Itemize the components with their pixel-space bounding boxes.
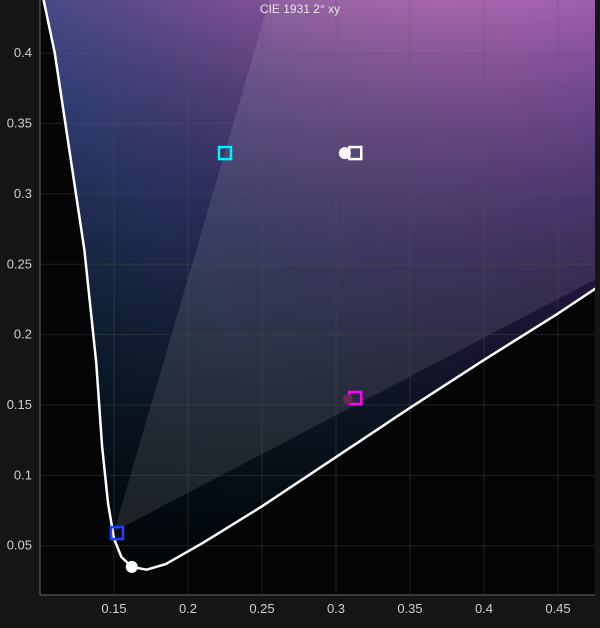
x-tick-label: 0.35 xyxy=(397,601,422,616)
y-tick-label: 0.3 xyxy=(14,186,32,201)
y-tick-label: 0.05 xyxy=(7,538,32,553)
x-tick-label: 0.3 xyxy=(327,601,345,616)
cie-chromaticity-chart: CIE 1931 2° xy 0.15 0.2 0.25 0.3 0.35 0.4 0.45… xyxy=(0,0,600,628)
x-tick-label: 0.2 xyxy=(179,601,197,616)
white-circle xyxy=(339,147,351,159)
chart-title: CIE 1931 2° xy xyxy=(0,2,600,16)
blue-circle xyxy=(126,561,138,573)
x-tick-label: 0.4 xyxy=(475,601,493,616)
y-tick-label: 0.1 xyxy=(14,467,32,482)
magenta-circle xyxy=(343,394,353,404)
y-tick-label: 0.4 xyxy=(14,45,32,60)
x-tick-label: 0.25 xyxy=(249,601,274,616)
y-tick-label: 0.35 xyxy=(7,116,32,131)
x-tick-label: 0.15 xyxy=(101,601,126,616)
y-tick-label: 0.2 xyxy=(14,327,32,342)
x-tick-label: 0.45 xyxy=(545,601,570,616)
y-tick-label: 0.15 xyxy=(7,397,32,412)
y-tick-label: 0.25 xyxy=(7,256,32,271)
chart-plot-area: 0.15 0.2 0.25 0.3 0.35 0.4 0.45 0.05 0.1 0.15 0.2 0… xyxy=(0,0,600,628)
